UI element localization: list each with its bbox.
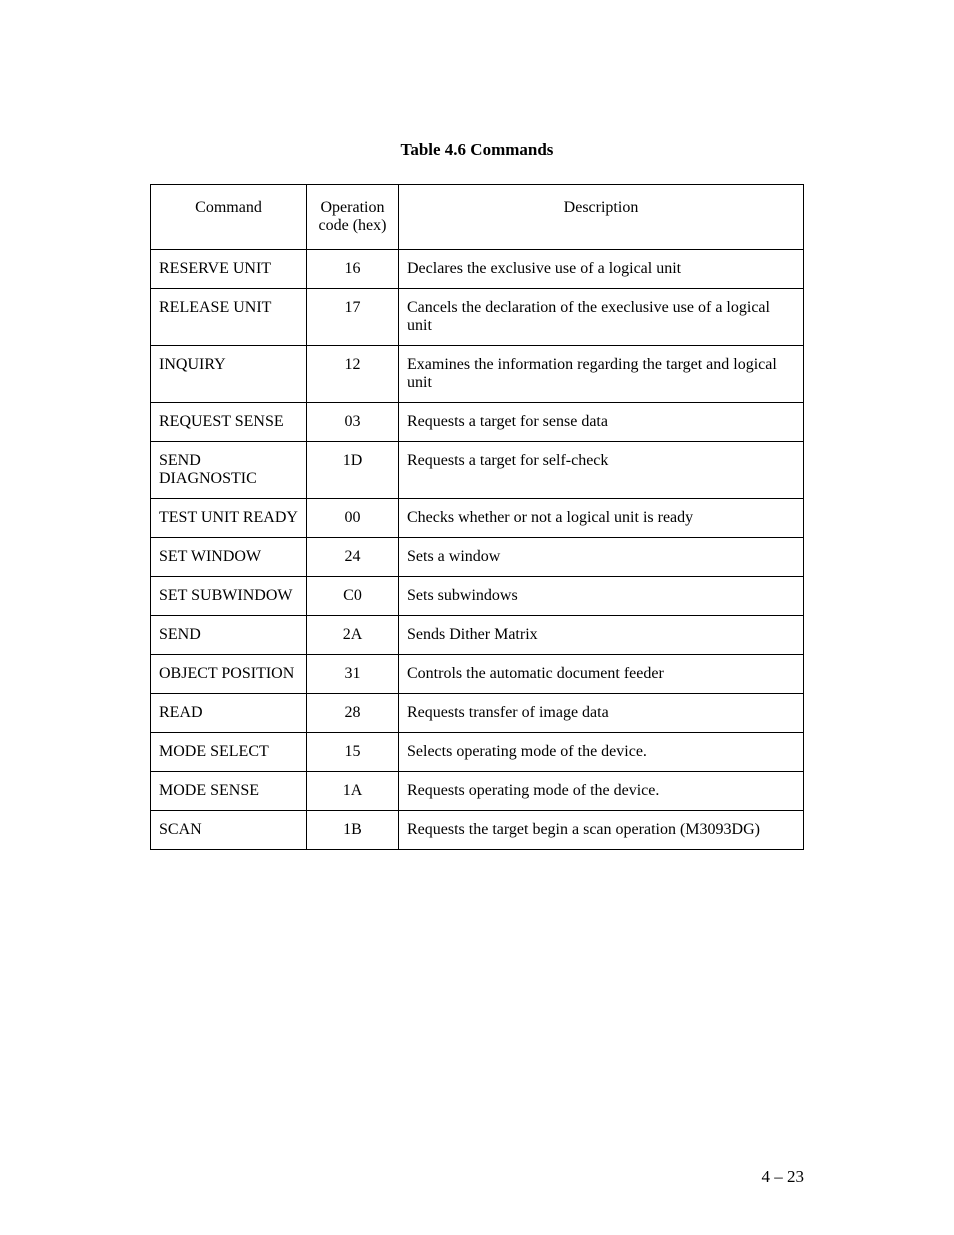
- cell-code: 03: [307, 403, 399, 442]
- cell-code: 1D: [307, 442, 399, 499]
- cell-code: 24: [307, 538, 399, 577]
- cell-command: READ: [151, 694, 307, 733]
- cell-description: Checks whether or not a logical unit is …: [399, 499, 804, 538]
- cell-command: MODE SELECT: [151, 733, 307, 772]
- cell-code: 1B: [307, 811, 399, 850]
- cell-command: MODE SENSE: [151, 772, 307, 811]
- cell-command: SET WINDOW: [151, 538, 307, 577]
- cell-command: OBJECT POSITION: [151, 655, 307, 694]
- cell-code: 1A: [307, 772, 399, 811]
- cell-description: Cancels the declaration of the execlusiv…: [399, 289, 804, 346]
- table-row: RELEASE UNIT17Cancels the declaration of…: [151, 289, 804, 346]
- cell-command: RESERVE UNIT: [151, 250, 307, 289]
- cell-description: Sends Dither Matrix: [399, 616, 804, 655]
- cell-command: REQUEST SENSE: [151, 403, 307, 442]
- table-row: TEST UNIT READY00Checks whether or not a…: [151, 499, 804, 538]
- table-row: MODE SELECT15Selects operating mode of t…: [151, 733, 804, 772]
- cell-command: TEST UNIT READY: [151, 499, 307, 538]
- cell-code: 16: [307, 250, 399, 289]
- table-row: RESERVE UNIT16Declares the exclusive use…: [151, 250, 804, 289]
- cell-description: Examines the information regarding the t…: [399, 346, 804, 403]
- table-row: SEND2ASends Dither Matrix: [151, 616, 804, 655]
- cell-code: 00: [307, 499, 399, 538]
- commands-table: Command Operation code (hex) Description…: [150, 184, 804, 850]
- cell-code: 15: [307, 733, 399, 772]
- cell-description: Requests transfer of image data: [399, 694, 804, 733]
- table-body: RESERVE UNIT16Declares the exclusive use…: [151, 250, 804, 850]
- header-code: Operation code (hex): [307, 185, 399, 250]
- cell-description: Requests a target for sense data: [399, 403, 804, 442]
- cell-description: Requests the target begin a scan operati…: [399, 811, 804, 850]
- cell-command: INQUIRY: [151, 346, 307, 403]
- cell-description: Requests operating mode of the device.: [399, 772, 804, 811]
- cell-command: RELEASE UNIT: [151, 289, 307, 346]
- header-command: Command: [151, 185, 307, 250]
- cell-description: Sets subwindows: [399, 577, 804, 616]
- cell-description: Declares the exclusive use of a logical …: [399, 250, 804, 289]
- table-header-row: Command Operation code (hex) Description: [151, 185, 804, 250]
- table-caption: Table 4.6 Commands: [150, 140, 804, 160]
- cell-command: SET SUBWINDOW: [151, 577, 307, 616]
- cell-code: C0: [307, 577, 399, 616]
- table-row: SET SUBWINDOWC0Sets subwindows: [151, 577, 804, 616]
- table-row: SET WINDOW24Sets a window: [151, 538, 804, 577]
- cell-description: Requests a target for self-check: [399, 442, 804, 499]
- cell-command: SEND: [151, 616, 307, 655]
- table-row: SCAN1BRequests the target begin a scan o…: [151, 811, 804, 850]
- table-row: READ28Requests transfer of image data: [151, 694, 804, 733]
- cell-command: SCAN: [151, 811, 307, 850]
- table-row: MODE SENSE1ARequests operating mode of t…: [151, 772, 804, 811]
- cell-description: Selects operating mode of the device.: [399, 733, 804, 772]
- cell-description: Sets a window: [399, 538, 804, 577]
- cell-code: 17: [307, 289, 399, 346]
- page-number: 4 – 23: [762, 1167, 805, 1187]
- cell-code: 2A: [307, 616, 399, 655]
- table-row: INQUIRY12Examines the information regard…: [151, 346, 804, 403]
- cell-code: 31: [307, 655, 399, 694]
- cell-description: Controls the automatic document feeder: [399, 655, 804, 694]
- cell-command: SEND DIAGNOSTIC: [151, 442, 307, 499]
- cell-code: 28: [307, 694, 399, 733]
- cell-code: 12: [307, 346, 399, 403]
- table-row: SEND DIAGNOSTIC1DRequests a target for s…: [151, 442, 804, 499]
- table-row: REQUEST SENSE03Requests a target for sen…: [151, 403, 804, 442]
- table-row: OBJECT POSITION31Controls the automatic …: [151, 655, 804, 694]
- header-description: Description: [399, 185, 804, 250]
